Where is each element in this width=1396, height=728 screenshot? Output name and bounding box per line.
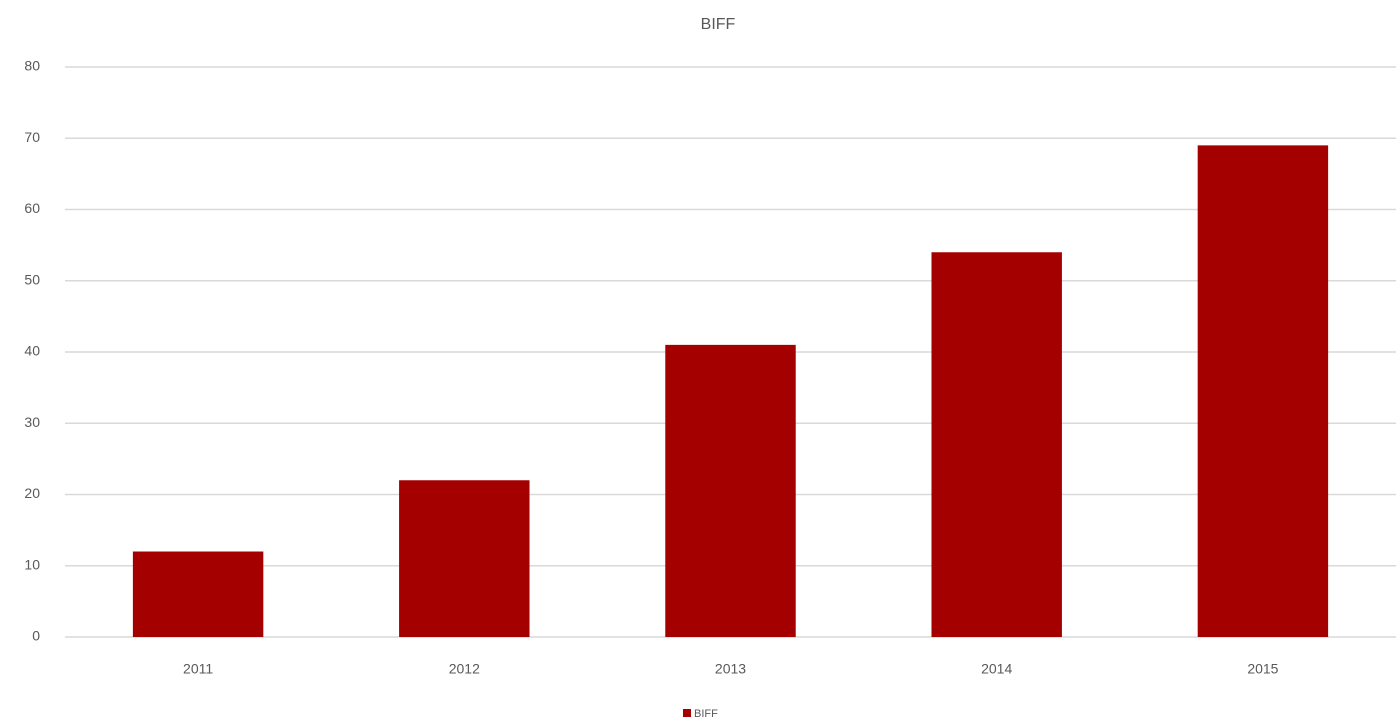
y-tick-label: 20 [24, 485, 40, 501]
y-tick-label: 30 [24, 414, 40, 430]
bar [132, 551, 264, 637]
bar [1197, 145, 1329, 637]
x-tick-label: 2015 [1247, 661, 1278, 677]
bar [399, 480, 530, 637]
legend-swatch [683, 709, 691, 717]
x-tick-label: 2013 [715, 661, 746, 677]
y-tick-label: 10 [24, 556, 40, 572]
x-tick-label: 2011 [183, 661, 213, 677]
y-tick-label: 40 [24, 343, 40, 359]
x-tick-label: 2014 [981, 661, 1012, 677]
y-tick-label: 0 [32, 628, 40, 644]
chart-title: BIFF [701, 16, 736, 33]
y-tick-label: 60 [24, 200, 40, 216]
y-tick-label: 80 [24, 58, 40, 74]
bar [665, 344, 796, 637]
y-tick-label: 70 [24, 129, 40, 145]
bar [931, 252, 1062, 637]
x-tick-label: 2012 [449, 661, 480, 677]
legend-label: BIFF [694, 708, 718, 720]
y-tick-label: 50 [24, 271, 40, 287]
